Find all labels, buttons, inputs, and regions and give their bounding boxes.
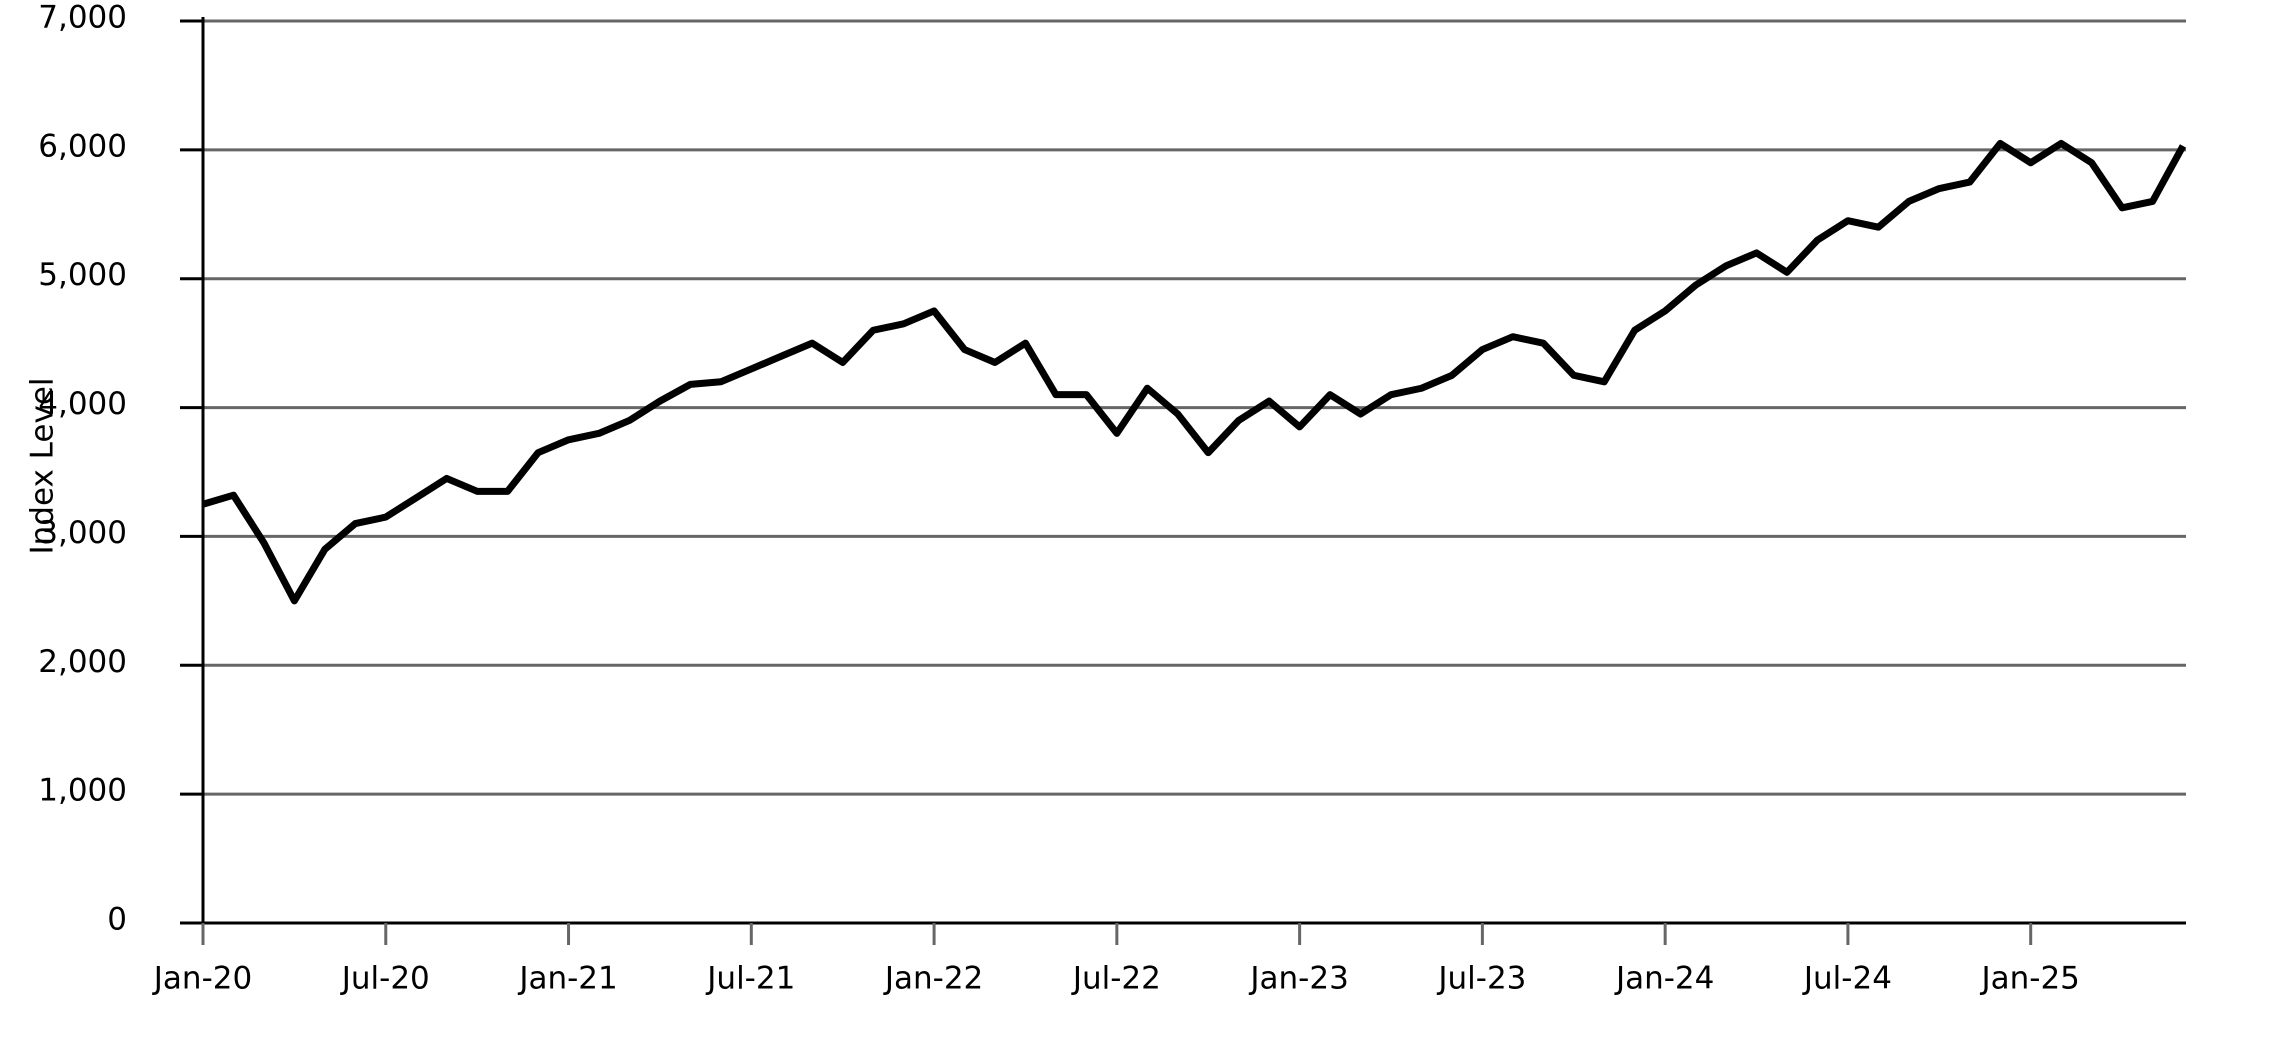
y-tick-label: 7,000 xyxy=(38,0,127,36)
x-tick-label: Jul-24 xyxy=(1802,961,1892,997)
x-tick-label: Jul-20 xyxy=(340,961,430,997)
y-tick-label: 6,000 xyxy=(38,128,127,164)
y-tick-label: 2,000 xyxy=(38,644,127,680)
y-tick-label: 0 xyxy=(107,902,127,938)
y-tick-label: 1,000 xyxy=(38,773,127,809)
x-tick-label: Jan-20 xyxy=(152,961,252,997)
data-line xyxy=(202,139,2187,605)
x-tick-label: Jul-21 xyxy=(705,961,795,997)
x-tick-label: Jul-23 xyxy=(1436,961,1526,997)
y-tick-label: 3,000 xyxy=(38,515,127,551)
x-tick-label: Jan-24 xyxy=(1614,961,1714,997)
x-tick-label: Jan-25 xyxy=(1979,961,2079,997)
y-axis-title: Index Level xyxy=(25,377,61,554)
y-tick-label: 4,000 xyxy=(38,386,127,422)
x-tick-label: Jan-21 xyxy=(517,961,617,997)
x-tick-label: Jan-22 xyxy=(883,961,983,997)
y-tick-label: 5,000 xyxy=(38,257,127,293)
x-tick-label: Jan-23 xyxy=(1248,961,1348,997)
x-tick-label: Jul-22 xyxy=(1071,961,1161,997)
